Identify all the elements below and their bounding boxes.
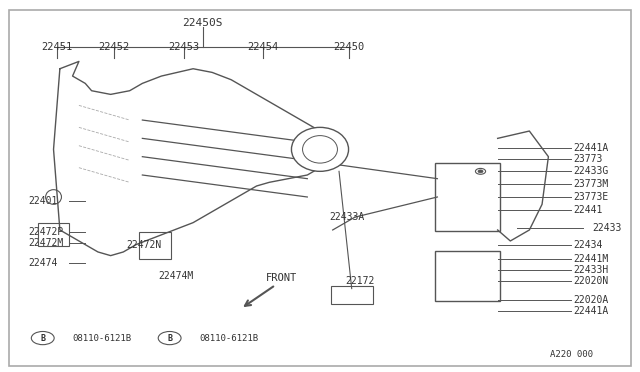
- Text: 22433G: 22433G: [574, 166, 609, 176]
- Text: 22433: 22433: [593, 223, 622, 233]
- Text: 22020A: 22020A: [574, 295, 609, 305]
- Text: 23773E: 23773E: [574, 192, 609, 202]
- Ellipse shape: [291, 127, 349, 171]
- Text: 22441M: 22441M: [574, 254, 609, 264]
- Text: 22441: 22441: [574, 205, 603, 215]
- Text: 22401: 22401: [28, 196, 58, 206]
- Text: 22451: 22451: [41, 42, 72, 52]
- Text: FRONT: FRONT: [266, 273, 298, 283]
- Text: 22472M: 22472M: [28, 238, 63, 248]
- Text: 22454: 22454: [247, 42, 278, 52]
- Text: B: B: [167, 334, 172, 343]
- Text: 22474: 22474: [28, 258, 58, 268]
- Text: 22020N: 22020N: [574, 276, 609, 286]
- Text: 22450S: 22450S: [182, 18, 223, 28]
- Text: 22472N: 22472N: [127, 240, 162, 250]
- Text: 22434: 22434: [574, 240, 603, 250]
- Circle shape: [478, 170, 483, 173]
- Text: 22472P: 22472P: [28, 227, 63, 237]
- Text: 22474M: 22474M: [158, 271, 193, 281]
- Circle shape: [476, 169, 486, 174]
- Text: 22450: 22450: [333, 42, 364, 52]
- Text: 23773M: 23773M: [574, 179, 609, 189]
- Text: 22441A: 22441A: [574, 142, 609, 153]
- Text: 22441A: 22441A: [574, 305, 609, 315]
- Text: 08110-6121B: 08110-6121B: [72, 334, 132, 343]
- Text: 08110-6121B: 08110-6121B: [200, 334, 259, 343]
- Text: 22433H: 22433H: [574, 265, 609, 275]
- Text: 22452: 22452: [98, 42, 129, 52]
- Text: 22172: 22172: [346, 276, 375, 286]
- Text: A220 000: A220 000: [550, 350, 593, 359]
- Text: 22433A: 22433A: [330, 212, 365, 222]
- Text: 23773: 23773: [574, 154, 603, 164]
- Text: B: B: [40, 334, 45, 343]
- Text: 22453: 22453: [168, 42, 199, 52]
